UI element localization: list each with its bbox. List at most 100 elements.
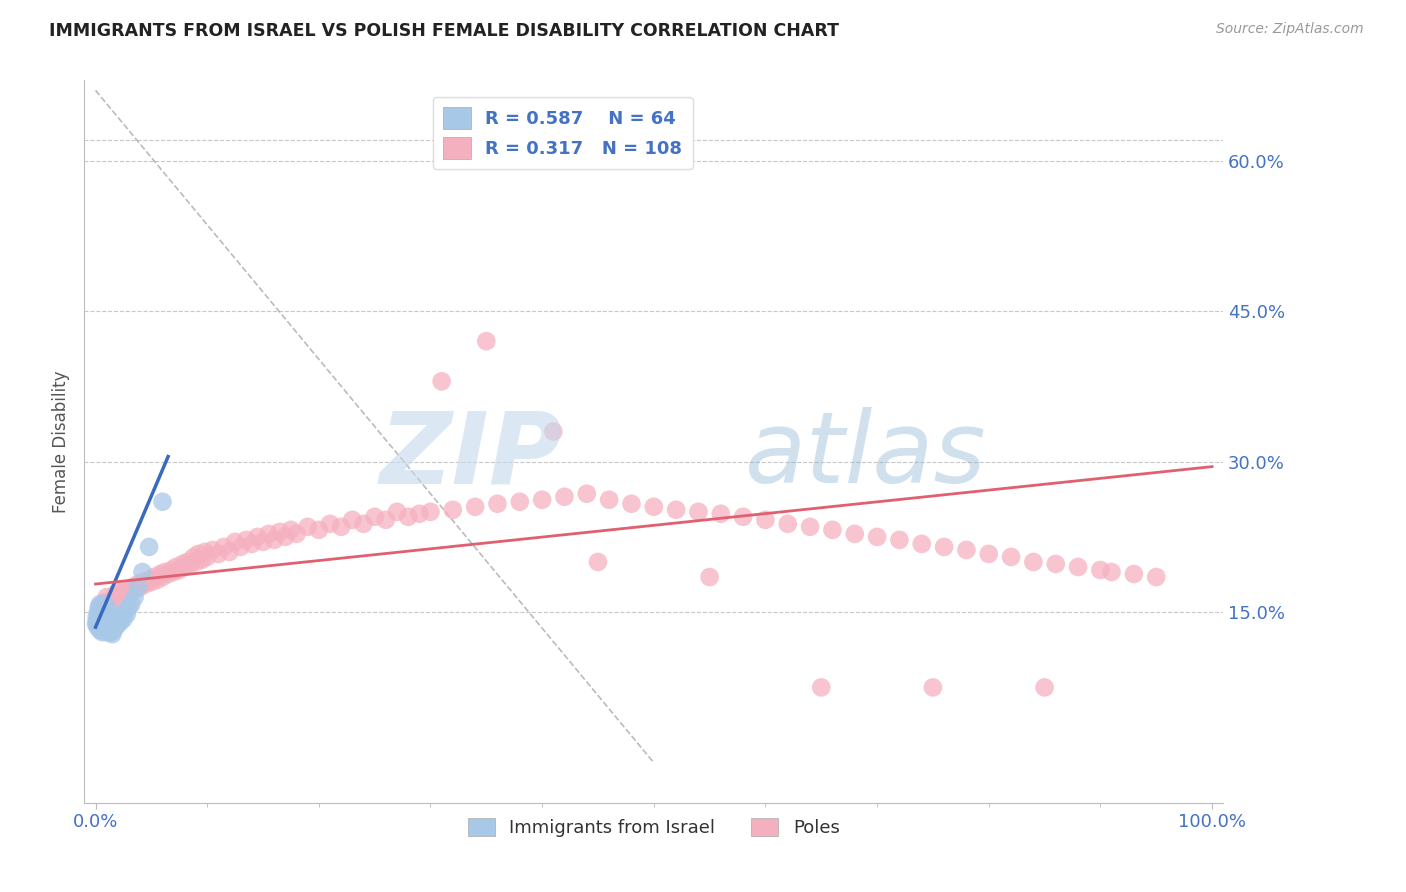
Point (101, 615, 124, 630)
Text: atlas: atlas (745, 408, 987, 505)
Point (97, 612, 120, 626)
Point (89, 597, 111, 611)
Point (598, 492, 620, 507)
Point (87, 620, 110, 634)
Point (87, 600, 110, 615)
Point (94, 615, 117, 630)
Point (141, 575, 163, 590)
Point (87, 607, 110, 622)
Point (486, 497, 509, 511)
Point (240, 537, 263, 551)
Point (149, 567, 172, 582)
Point (124, 590, 146, 604)
Point (101, 627, 124, 641)
Point (1045, 557, 1067, 571)
Point (124, 583, 146, 598)
Point (138, 540, 160, 554)
Point (419, 505, 441, 519)
Point (135, 577, 157, 591)
Point (96, 617, 118, 632)
Point (543, 425, 565, 439)
Point (97, 597, 120, 611)
Point (94, 623, 117, 637)
Point (733, 509, 755, 524)
Point (103, 623, 125, 637)
Point (157, 567, 180, 582)
Point (553, 490, 575, 504)
Point (152, 570, 174, 584)
Point (1090, 563, 1112, 577)
Point (257, 526, 280, 541)
Text: Source: ZipAtlas.com: Source: ZipAtlas.com (1216, 22, 1364, 37)
Point (776, 516, 799, 531)
Point (97, 613, 120, 627)
Y-axis label: Female Disability: Female Disability (52, 370, 70, 513)
Point (118, 587, 141, 601)
Point (91, 625, 114, 640)
Point (688, 505, 710, 519)
Point (911, 537, 934, 551)
Point (866, 530, 889, 544)
Point (212, 540, 235, 554)
Point (163, 565, 186, 579)
Point (218, 545, 240, 559)
Point (93, 622, 115, 636)
Point (90, 613, 112, 627)
Point (108, 610, 131, 624)
Point (103, 617, 125, 632)
Point (575, 487, 598, 501)
Point (96, 625, 118, 640)
Point (464, 500, 486, 514)
Point (184, 555, 207, 569)
Point (101, 593, 124, 607)
Point (319, 516, 342, 531)
Point (280, 523, 302, 537)
Point (889, 533, 911, 547)
Point (89, 617, 111, 632)
Point (229, 540, 252, 554)
Point (107, 585, 129, 599)
Point (96, 610, 118, 624)
Point (955, 542, 977, 557)
Point (87, 613, 110, 627)
Point (342, 513, 364, 527)
Point (138, 573, 160, 587)
Point (120, 597, 142, 611)
Point (754, 513, 776, 527)
Point (146, 573, 169, 587)
Point (330, 520, 353, 534)
Point (165, 560, 187, 574)
Point (112, 585, 135, 599)
Point (977, 547, 1000, 561)
Point (374, 513, 396, 527)
Point (100, 625, 122, 640)
Point (195, 549, 218, 564)
Point (172, 557, 194, 571)
Point (89, 623, 111, 637)
Point (297, 520, 319, 534)
Point (96, 590, 118, 604)
Point (86, 610, 108, 624)
Point (152, 494, 174, 508)
Point (187, 547, 209, 561)
Point (97, 620, 120, 634)
Legend: Immigrants from Israel, Poles: Immigrants from Israel, Poles (461, 811, 846, 845)
Point (810, 681, 832, 695)
Point (104, 620, 127, 634)
Point (98, 615, 121, 630)
Point (107, 617, 129, 632)
Point (586, 555, 609, 569)
Text: ZIP: ZIP (380, 408, 562, 505)
Point (252, 535, 274, 549)
Point (363, 509, 385, 524)
Point (93, 605, 115, 619)
Point (224, 535, 246, 549)
Point (699, 570, 721, 584)
Point (1101, 565, 1123, 579)
Point (179, 557, 201, 571)
Point (93, 615, 115, 630)
Point (235, 533, 257, 547)
Point (385, 505, 408, 519)
Point (509, 494, 531, 508)
Point (308, 523, 330, 537)
